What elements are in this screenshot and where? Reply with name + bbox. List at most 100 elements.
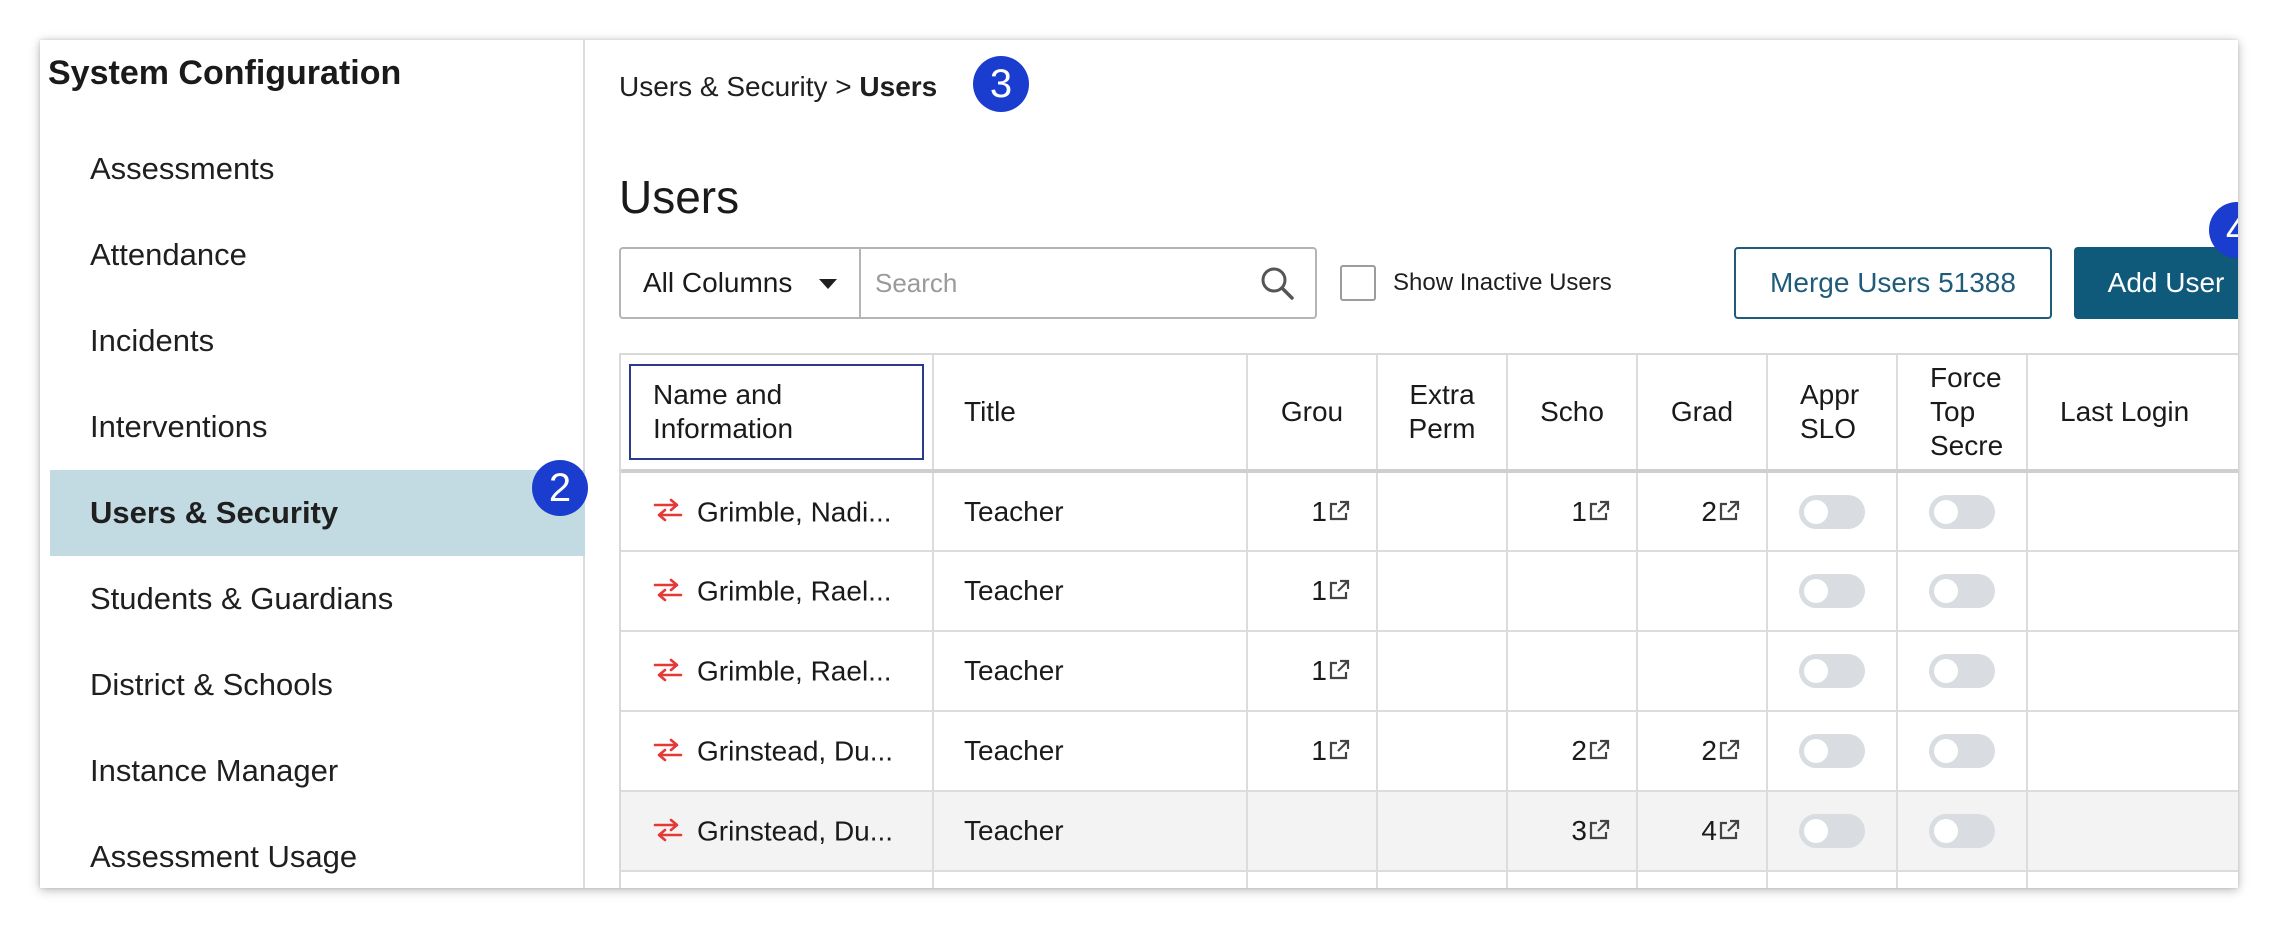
title-cell: Teacher [933, 711, 1248, 792]
schools-cell [1507, 551, 1638, 632]
swap-arrows-icon[interactable] [653, 738, 683, 762]
table-row[interactable]: Grinstead, Du... Teacher 1 2 2 [621, 711, 2238, 792]
table-row[interactable]: Grimble, Rael... Teacher 1 [621, 551, 2238, 632]
external-link-icon[interactable] [1718, 819, 1740, 841]
name-cell: Grimble, Rael... [621, 551, 934, 632]
column-header-appr-slo[interactable]: Appr SLO [1767, 355, 1898, 472]
sidebar-item-attendance[interactable]: Attendance [90, 237, 247, 272]
table-row[interactable]: Grimble, Rael... Teacher 1 [621, 631, 2238, 712]
breadcrumb-parent[interactable]: Users & Security [619, 71, 828, 102]
sidebar-item-students-guardians[interactable]: Students & Guardians [90, 581, 394, 616]
column-header-extra-perm[interactable]: Extra Perm [1377, 355, 1508, 472]
add-user-button[interactable]: Add User [2074, 247, 2238, 319]
extra-perm-cell [1377, 471, 1508, 552]
column-header-title[interactable]: Title [933, 355, 1248, 472]
swap-arrows-icon[interactable] [653, 658, 683, 682]
external-link-icon[interactable] [1588, 500, 1610, 522]
sidebar-nav: Assessments Attendance Incidents Interve… [50, 126, 585, 888]
force-top-secret-toggle[interactable] [1929, 574, 1995, 609]
sidebar-item-assessment-usage[interactable]: Assessment Usage [90, 839, 358, 874]
sidebar-item-assessments[interactable]: Assessments [90, 151, 275, 186]
user-name[interactable]: Grimble, Rael... [697, 655, 892, 687]
app-window: System Configuration Assessments Attenda… [40, 40, 2238, 888]
title-cell: Teacher [933, 551, 1248, 632]
appr-slo-cell [1767, 551, 1898, 632]
swap-arrows-icon[interactable] [653, 578, 683, 602]
schools-cell[interactable]: 2 [1507, 711, 1638, 792]
breadcrumb-separator: > [835, 71, 852, 102]
column-header-grades[interactable]: Grad [1637, 355, 1768, 472]
step-badge-2: 2 [532, 460, 588, 516]
force-top-secret-cell [1897, 791, 2028, 872]
schools-cell[interactable]: 3 [1507, 791, 1638, 872]
force-top-secret-cell [1897, 551, 2028, 632]
external-link-icon[interactable] [1718, 739, 1740, 761]
schools-count: 1 [1571, 495, 1587, 527]
user-name[interactable]: Grimble, Nadi... [697, 496, 892, 528]
grades-cell[interactable]: 4 [1637, 791, 1768, 872]
external-link-icon[interactable] [1718, 500, 1740, 522]
swap-arrows-icon[interactable] [653, 818, 683, 842]
show-inactive-checkbox[interactable] [1340, 265, 1376, 301]
column-header-name[interactable]: Name and Information [621, 355, 934, 472]
external-link-icon[interactable] [1588, 819, 1610, 841]
force-top-secret-toggle[interactable] [1929, 654, 1995, 689]
schools-cell[interactable]: 1 [1507, 471, 1638, 552]
page-title: Users [619, 171, 740, 223]
external-link-icon[interactable] [1588, 739, 1610, 761]
groups-cell[interactable]: 1 [1247, 471, 1378, 552]
appr-slo-toggle[interactable] [1799, 494, 1865, 529]
sidebar-item-interventions[interactable]: Interventions [90, 409, 268, 444]
column-header-last-login[interactable]: Last Login [2027, 355, 2238, 472]
column-header-force-top-secret[interactable]: Force Top Secre [1897, 355, 2028, 472]
title-cell: Teacher [933, 791, 1248, 872]
column-filter-select[interactable]: All Columns [619, 247, 859, 319]
merge-users-button[interactable]: Merge Users 51388 [1734, 247, 2052, 319]
appr-slo-toggle[interactable] [1799, 814, 1865, 849]
search-input[interactable] [861, 249, 1241, 317]
sidebar-item-users-security[interactable]: Users & Security [50, 470, 585, 556]
column-header-groups[interactable]: Grou [1247, 355, 1378, 472]
table-row[interactable] [621, 871, 2238, 888]
external-link-icon[interactable] [1328, 500, 1350, 522]
table-row[interactable]: Grimble, Nadi... Teacher 1 1 2 [621, 471, 2238, 552]
external-link-icon[interactable] [1328, 739, 1350, 761]
appr-slo-toggle[interactable] [1799, 574, 1865, 609]
last-login-cell [2027, 471, 2238, 552]
schools-count: 2 [1571, 735, 1587, 766]
groups-cell[interactable]: 1 [1247, 631, 1378, 712]
chevron-down-icon [819, 279, 837, 289]
sidebar: System Configuration Assessments Attenda… [40, 40, 588, 888]
user-name[interactable]: Grinstead, Du... [697, 735, 894, 767]
grades-count: 2 [1701, 735, 1717, 766]
appr-slo-toggle[interactable] [1799, 654, 1865, 689]
appr-slo-cell [1767, 471, 1898, 552]
sidebar-item-district-schools[interactable]: District & Schools [90, 667, 333, 702]
sidebar-item-instance-manager[interactable]: Instance Manager [90, 753, 339, 788]
sidebar-item-incidents[interactable]: Incidents [90, 323, 215, 358]
name-cell: Grinstead, Du... [621, 711, 934, 792]
groups-cell[interactable]: 1 [1247, 551, 1378, 632]
user-name[interactable]: Grimble, Rael... [697, 575, 892, 607]
groups-count: 1 [1311, 655, 1327, 686]
force-top-secret-toggle[interactable] [1929, 814, 1995, 849]
appr-slo-toggle[interactable] [1799, 734, 1865, 769]
search-icon[interactable] [1259, 265, 1295, 301]
schools-cell [1507, 631, 1638, 712]
extra-perm-cell [1377, 551, 1508, 632]
last-login-cell [2027, 551, 2238, 632]
groups-cell[interactable]: 1 [1247, 711, 1378, 792]
force-top-secret-toggle[interactable] [1929, 494, 1995, 529]
force-top-secret-toggle[interactable] [1929, 734, 1995, 769]
swap-arrows-icon[interactable] [653, 498, 683, 522]
table-row[interactable]: Grinstead, Du... Teacher 3 4 [621, 791, 2238, 872]
external-link-icon[interactable] [1328, 659, 1350, 681]
grades-cell[interactable]: 2 [1637, 711, 1768, 792]
appr-slo-cell [1767, 711, 1898, 792]
external-link-icon[interactable] [1328, 579, 1350, 601]
toolbar: All Columns Show Inactive Users Merge Us… [619, 202, 2238, 319]
groups-cell [1247, 791, 1378, 872]
column-header-schools[interactable]: Scho [1507, 355, 1638, 472]
user-name[interactable]: Grinstead, Du... [697, 815, 894, 847]
grades-cell[interactable]: 2 [1637, 471, 1768, 552]
